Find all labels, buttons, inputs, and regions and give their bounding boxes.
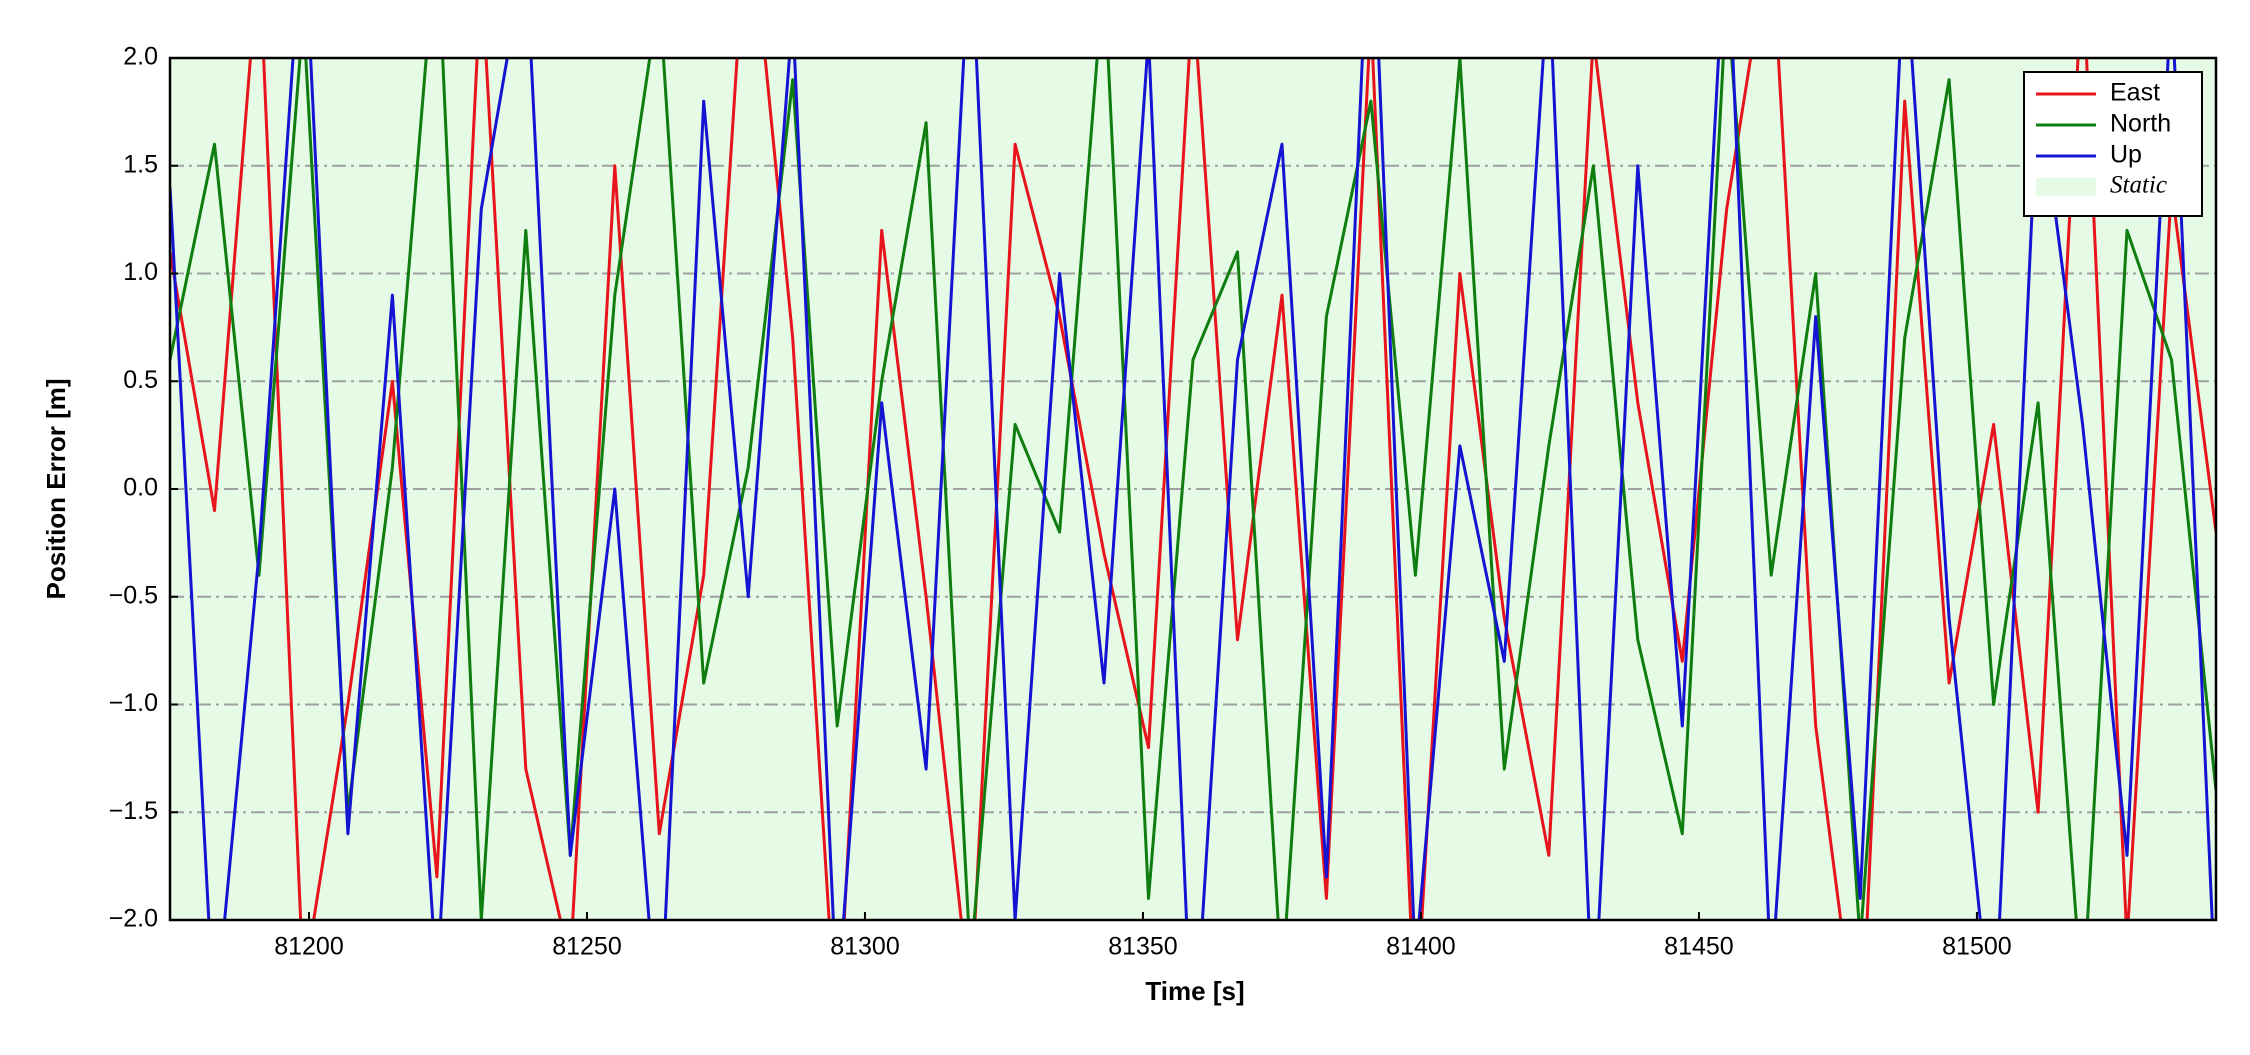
y-tick-label: 2.0 [123,43,158,71]
series-line [170,58,2214,920]
y-tick-label: −1.5 [109,797,158,825]
legend-label: East [2110,79,2160,107]
plot-area [170,58,2216,920]
x-tick-label: 81300 [830,933,900,961]
x-tick-label: 81500 [1942,933,2012,961]
y-axis-label: Position Error [m] [41,378,71,599]
plot-frame [168,56,2218,922]
x-tick-label: 81200 [274,933,344,961]
series-line [170,58,2216,920]
y-tick-label: −2.0 [109,905,158,933]
y-tick-label: 1.5 [123,150,158,178]
y-tick-label: −0.5 [109,581,158,609]
y-tick-label: 0.0 [123,474,158,502]
x-tick-label: 81450 [1664,933,1734,961]
legend-label: Up [2110,141,2142,169]
legend-label: Static [2110,172,2167,199]
x-axis-label: Time [s] [1145,976,1244,1006]
legend-label: North [2110,110,2171,138]
y-tick-label: 0.5 [123,366,158,394]
legend-swatch [2036,178,2096,196]
x-tick-label: 81250 [552,933,622,961]
x-tick-label: 81400 [1386,933,1456,961]
y-tick-label: −1.0 [109,689,158,717]
x-tick-label: 81350 [1108,933,1178,961]
y-tick-label: 1.0 [123,258,158,286]
